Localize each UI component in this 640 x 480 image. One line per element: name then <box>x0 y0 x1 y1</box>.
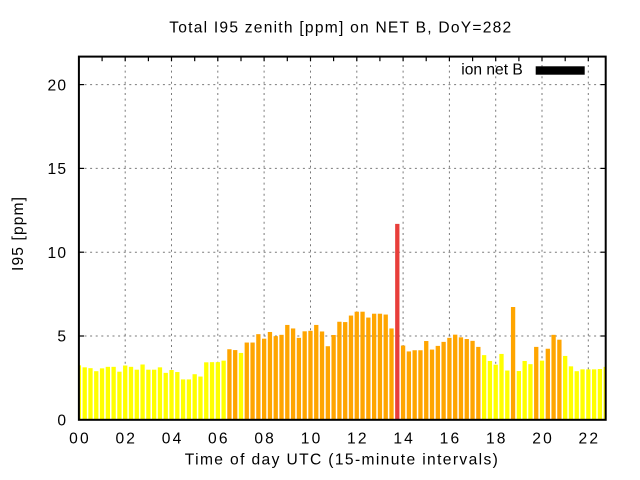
svg-text:00: 00 <box>69 430 89 447</box>
svg-text:ion net B: ion net B <box>461 61 523 78</box>
svg-text:18: 18 <box>486 430 506 447</box>
svg-text:20: 20 <box>532 430 552 447</box>
svg-text:04: 04 <box>162 430 182 447</box>
svg-text:0: 0 <box>57 413 66 430</box>
svg-text:20: 20 <box>48 77 67 94</box>
svg-text:10: 10 <box>301 430 321 447</box>
svg-text:10: 10 <box>48 245 67 262</box>
svg-text:22: 22 <box>579 430 599 447</box>
svg-text:02: 02 <box>115 430 135 447</box>
svg-text:5: 5 <box>57 329 66 346</box>
svg-text:Time of day UTC (15-minute int: Time of day UTC (15-minute intervals) <box>185 452 498 469</box>
svg-text:12: 12 <box>347 430 367 447</box>
svg-text:14: 14 <box>393 430 413 447</box>
svg-text:15: 15 <box>48 161 67 178</box>
svg-text:06: 06 <box>208 430 228 447</box>
svg-text:16: 16 <box>440 430 460 447</box>
svg-text:I95 [ppm]: I95 [ppm] <box>10 197 27 271</box>
svg-text:Total I95 zenith [ppm] on NET: Total I95 zenith [ppm] on NET B, DoY=282 <box>169 19 511 36</box>
svg-text:08: 08 <box>254 430 274 447</box>
